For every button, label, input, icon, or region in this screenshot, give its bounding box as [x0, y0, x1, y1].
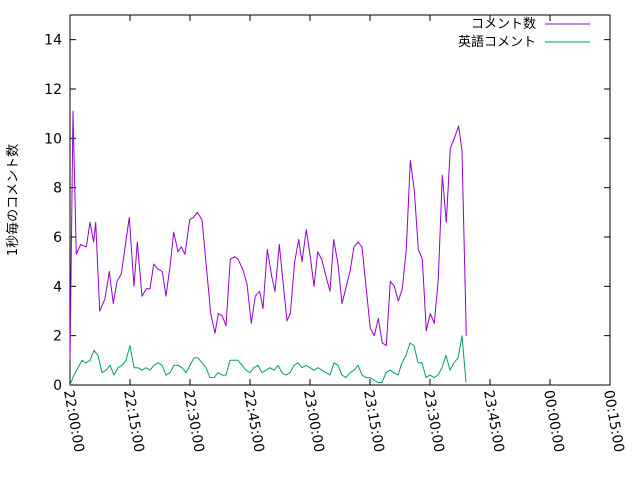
y-tick-label: 0 [53, 378, 62, 394]
x-tick-label: 23:45:00 [480, 389, 507, 454]
x-tick-label: 00:15:00 [600, 389, 627, 454]
y-tick-label: 2 [53, 329, 62, 345]
y-tick-label: 6 [53, 230, 62, 246]
plot-frame [69, 14, 611, 386]
series-layer [69, 110, 467, 386]
y-tick-label: 10 [44, 131, 62, 147]
x-tick-label: 22:30:00 [180, 389, 207, 454]
y-tick-label: 4 [53, 279, 62, 295]
legend: コメント数 英語コメント [458, 17, 590, 50]
series-line-comment-count [69, 110, 467, 361]
x-tick-label: 23:15:00 [360, 389, 387, 454]
y-tick-label: 14 [44, 33, 62, 49]
series-line-english-comment [69, 335, 467, 386]
x-tick-label: 22:45:00 [240, 389, 267, 454]
x-tick-label: 23:00:00 [300, 389, 327, 454]
x-tick-label: 22:00:00 [60, 389, 87, 454]
y-axis-ticks: 0 2 4 6 8 10 12 14 [44, 33, 610, 394]
legend-label-comment-count: コメント数 [471, 17, 536, 32]
y-axis-label: 1秒毎のコメント数 [5, 144, 21, 256]
x-tick-label: 22:15:00 [120, 389, 147, 454]
x-axis-ticks: 22:00:00 22:15:00 22:30:00 22:45:00 23:00:00… [60, 15, 627, 454]
legend-label-english-comment: 英語コメント [458, 34, 536, 50]
x-tick-label: 00:00:00 [540, 389, 567, 454]
y-tick-label: 12 [44, 82, 62, 98]
x-tick-label: 23:30:00 [420, 389, 447, 454]
y-tick-label: 8 [53, 181, 62, 197]
